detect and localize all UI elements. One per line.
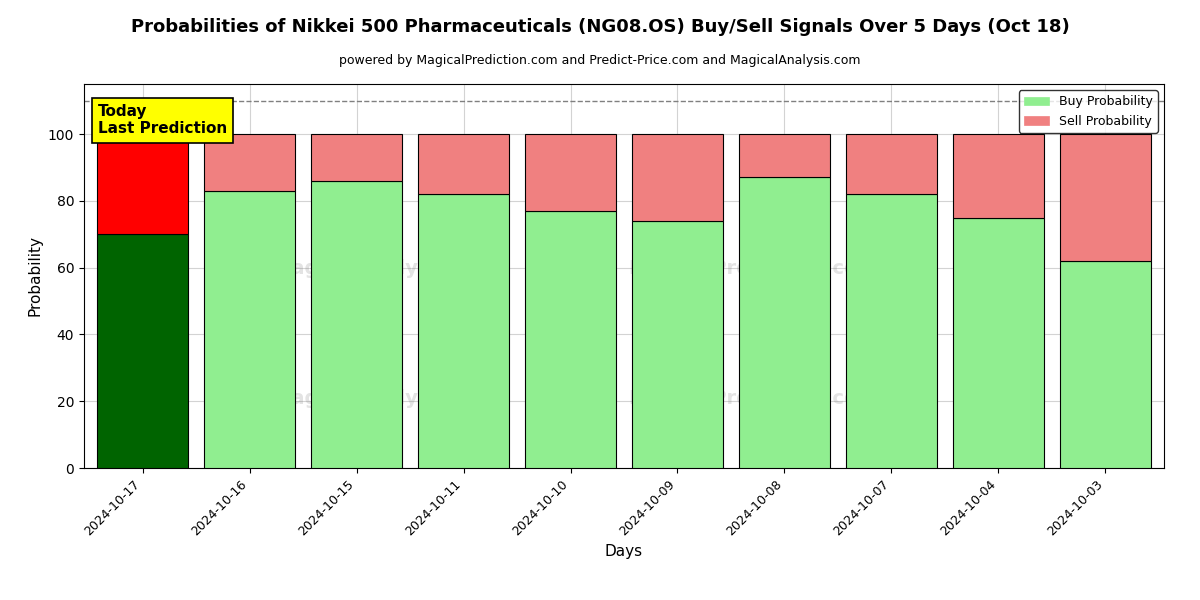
Text: MagicalPrediction.com: MagicalPrediction.com bbox=[629, 389, 878, 409]
Legend: Buy Probability, Sell Probability: Buy Probability, Sell Probability bbox=[1019, 90, 1158, 133]
Bar bbox=[526, 211, 616, 468]
Text: Probabilities of Nikkei 500 Pharmaceuticals (NG08.OS) Buy/Sell Signals Over 5 Da: Probabilities of Nikkei 500 Pharmaceutic… bbox=[131, 18, 1069, 36]
Bar bbox=[846, 134, 937, 194]
Bar bbox=[97, 134, 188, 234]
Bar bbox=[311, 181, 402, 468]
Text: powered by MagicalPrediction.com and Predict-Price.com and MagicalAnalysis.com: powered by MagicalPrediction.com and Pre… bbox=[340, 54, 860, 67]
Bar bbox=[632, 134, 722, 221]
Text: Today
Last Prediction: Today Last Prediction bbox=[98, 104, 227, 136]
Y-axis label: Probability: Probability bbox=[28, 235, 42, 317]
Text: MagicalPrediction.com: MagicalPrediction.com bbox=[629, 259, 878, 278]
Bar bbox=[526, 134, 616, 211]
Bar bbox=[739, 178, 830, 468]
Bar bbox=[418, 134, 509, 194]
Text: MagicalAnalysis.com: MagicalAnalysis.com bbox=[272, 389, 500, 409]
Bar bbox=[204, 191, 295, 468]
Bar bbox=[739, 134, 830, 178]
X-axis label: Days: Days bbox=[605, 544, 643, 559]
Bar bbox=[953, 218, 1044, 468]
Bar bbox=[418, 194, 509, 468]
Bar bbox=[1060, 134, 1151, 261]
Bar bbox=[846, 194, 937, 468]
Bar bbox=[1060, 261, 1151, 468]
Bar bbox=[97, 234, 188, 468]
Bar bbox=[953, 134, 1044, 218]
Bar bbox=[632, 221, 722, 468]
Text: MagicalAnalysis.com: MagicalAnalysis.com bbox=[272, 259, 500, 278]
Bar bbox=[204, 134, 295, 191]
Bar bbox=[311, 134, 402, 181]
